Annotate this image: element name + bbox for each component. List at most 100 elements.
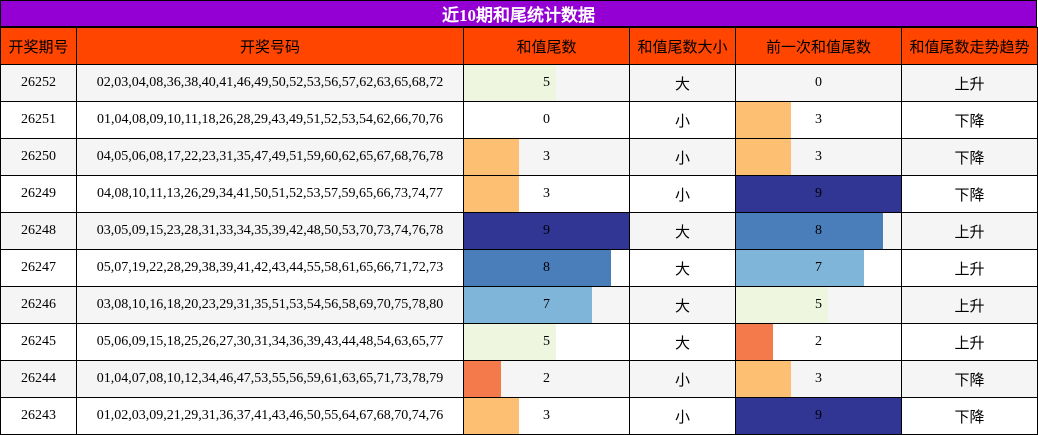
cell-period: 26248	[0, 212, 77, 250]
prev-tail-value: 9	[815, 408, 822, 423]
cell-period: 26246	[0, 286, 77, 324]
header-size: 和值尾数大小	[629, 27, 736, 65]
cell-period: 26249	[0, 175, 77, 213]
prev-tail-bar	[736, 102, 791, 138]
prev-tail-bar	[736, 324, 773, 360]
cell-prev-tail: 9	[735, 397, 902, 435]
header-row: 开奖期号 开奖号码 和值尾数 和值尾数大小 前一次和值尾数 和值尾数走势趋势	[0, 27, 1038, 65]
table-row: 26249 04,08,10,11,13,26,29,34,41,50,51,52…	[0, 175, 1038, 213]
cell-prev-tail: 2	[735, 323, 902, 361]
cell-tail: 5	[463, 323, 630, 361]
tail-value: 5	[543, 334, 550, 349]
tail-value: 3	[543, 149, 550, 164]
header-numbers: 开奖号码	[76, 27, 464, 65]
tail-value: 5	[543, 75, 550, 90]
cell-numbers: 03,08,10,16,18,20,23,29,31,35,51,53,54,5…	[76, 286, 464, 324]
prev-tail-value: 0	[815, 75, 822, 90]
tail-value: 9	[543, 223, 550, 238]
prev-tail-value: 2	[815, 334, 822, 349]
tail-bar	[464, 176, 519, 212]
tail-value: 7	[543, 297, 550, 312]
prev-tail-bar	[736, 139, 791, 175]
cell-trend: 下降	[901, 138, 1038, 176]
cell-trend: 下降	[901, 175, 1038, 213]
prev-tail-bar	[736, 398, 901, 434]
cell-prev-tail: 8	[735, 212, 902, 250]
cell-size: 大	[629, 323, 736, 361]
cell-prev-tail: 0	[735, 64, 902, 102]
cell-numbers: 01,02,03,09,21,29,31,36,37,41,43,46,50,5…	[76, 397, 464, 435]
prev-tail-value: 3	[815, 112, 822, 127]
tail-bar	[464, 139, 519, 175]
table-row: 26252 02,03,04,08,36,38,40,41,46,49,50,52…	[0, 64, 1038, 102]
table-row: 26245 05,06,09,15,18,25,26,27,30,31,34,36…	[0, 323, 1038, 361]
stats-table: 开奖期号 开奖号码 和值尾数 和值尾数大小 前一次和值尾数 和值尾数走势趋势 2…	[0, 27, 1038, 435]
cell-period: 26250	[0, 138, 77, 176]
cell-prev-tail: 5	[735, 286, 902, 324]
tail-bar	[464, 213, 629, 249]
cell-prev-tail: 3	[735, 138, 902, 176]
cell-trend: 上升	[901, 64, 1038, 102]
cell-prev-tail: 3	[735, 360, 902, 398]
cell-size: 大	[629, 249, 736, 287]
cell-size: 小	[629, 397, 736, 435]
tail-value: 0	[543, 112, 550, 127]
table-row: 26250 04,05,06,08,17,22,23,31,35,47,49,51…	[0, 138, 1038, 176]
tail-bar	[464, 361, 501, 397]
cell-tail: 7	[463, 286, 630, 324]
cell-trend: 下降	[901, 101, 1038, 139]
tail-value: 3	[543, 186, 550, 201]
cell-numbers: 02,03,04,08,36,38,40,41,46,49,50,52,53,5…	[76, 64, 464, 102]
cell-tail: 3	[463, 397, 630, 435]
tail-bar	[464, 287, 593, 323]
cell-numbers: 05,07,19,22,28,29,38,39,41,42,43,44,55,5…	[76, 249, 464, 287]
cell-size: 小	[629, 101, 736, 139]
header-trend: 和值尾数走势趋势	[901, 27, 1038, 65]
table-row: 26251 01,04,08,09,10,11,18,26,28,29,43,49…	[0, 101, 1038, 139]
table-row: 26244 01,04,07,08,10,12,34,46,47,53,55,56…	[0, 360, 1038, 398]
cell-period: 26244	[0, 360, 77, 398]
cell-trend: 下降	[901, 360, 1038, 398]
prev-tail-bar	[736, 213, 883, 249]
cell-trend: 上升	[901, 286, 1038, 324]
prev-tail-bar	[736, 176, 901, 212]
cell-size: 大	[629, 286, 736, 324]
cell-tail: 3	[463, 175, 630, 213]
cell-period: 26252	[0, 64, 77, 102]
cell-tail: 2	[463, 360, 630, 398]
table-row: 26243 01,02,03,09,21,29,31,36,37,41,43,46…	[0, 397, 1038, 435]
tail-bar	[464, 324, 556, 360]
cell-numbers: 01,04,07,08,10,12,34,46,47,53,55,56,59,6…	[76, 360, 464, 398]
prev-tail-value: 3	[815, 149, 822, 164]
cell-size: 大	[629, 64, 736, 102]
tail-bar	[464, 65, 556, 101]
cell-size: 小	[629, 175, 736, 213]
prev-tail-value: 7	[815, 260, 822, 275]
cell-period: 26245	[0, 323, 77, 361]
prev-tail-bar	[736, 250, 865, 286]
cell-period: 26251	[0, 101, 77, 139]
cell-tail: 5	[463, 64, 630, 102]
cell-trend: 上升	[901, 212, 1038, 250]
table-row: 26246 03,08,10,16,18,20,23,29,31,35,51,53…	[0, 286, 1038, 324]
cell-numbers: 05,06,09,15,18,25,26,27,30,31,34,36,39,4…	[76, 323, 464, 361]
cell-size: 大	[629, 212, 736, 250]
page-title: 近10期和尾统计数据	[0, 0, 1037, 27]
prev-tail-value: 3	[815, 371, 822, 386]
cell-trend: 上升	[901, 249, 1038, 287]
tail-bar	[464, 398, 519, 434]
table-body: 26252 02,03,04,08,36,38,40,41,46,49,50,52…	[0, 64, 1038, 435]
cell-numbers: 04,08,10,11,13,26,29,34,41,50,51,52,53,5…	[76, 175, 464, 213]
table-row: 26247 05,07,19,22,28,29,38,39,41,42,43,44…	[0, 249, 1038, 287]
table-row: 26248 03,05,09,15,23,28,31,33,34,35,39,42…	[0, 212, 1038, 250]
cell-numbers: 04,05,06,08,17,22,23,31,35,47,49,51,59,6…	[76, 138, 464, 176]
cell-tail: 9	[463, 212, 630, 250]
tail-value: 3	[543, 408, 550, 423]
cell-size: 小	[629, 360, 736, 398]
header-period: 开奖期号	[0, 27, 77, 65]
cell-numbers: 03,05,09,15,23,28,31,33,34,35,39,42,48,5…	[76, 212, 464, 250]
prev-tail-value: 8	[815, 223, 822, 238]
cell-period: 26243	[0, 397, 77, 435]
cell-size: 小	[629, 138, 736, 176]
cell-trend: 上升	[901, 323, 1038, 361]
